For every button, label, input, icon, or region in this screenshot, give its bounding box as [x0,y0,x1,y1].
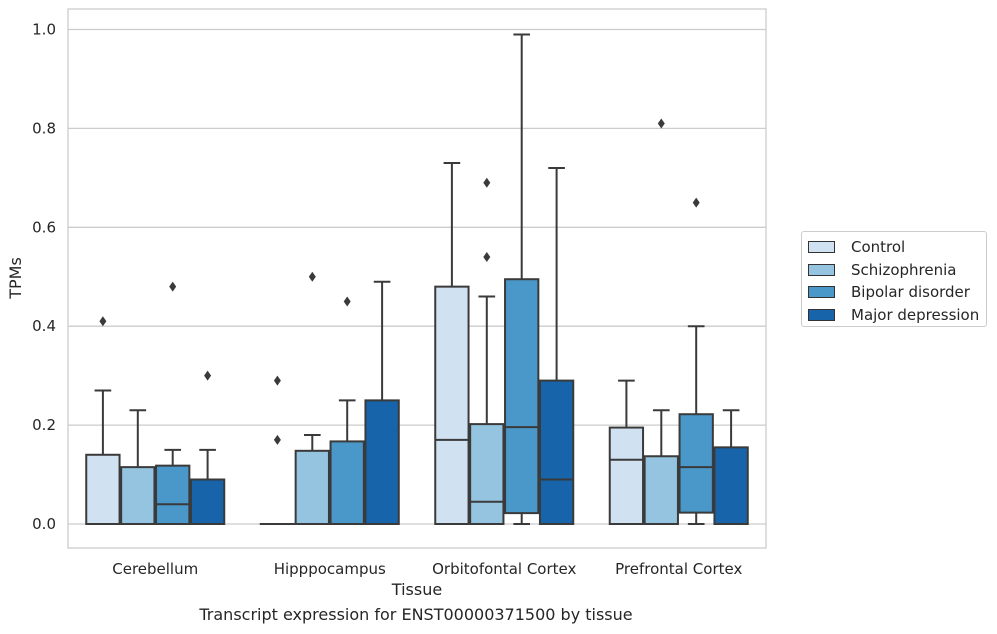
outlier-point [343,296,351,307]
box-control [85,316,121,525]
outlier-point [204,370,212,381]
box-bipolar-disorder [155,281,191,525]
iqr-box [643,455,679,526]
legend-item: Schizophrenia [808,259,986,282]
legend-swatch [808,308,835,321]
legend-item: Bipolar disorder [808,281,986,304]
x-tick-label: Cerebellum [112,560,198,578]
y-axis-label: TPMs [6,257,25,300]
legend-label: Schizophrenia [851,260,957,279]
box-bipolar-disorder [504,33,540,525]
outlier-point [99,316,107,327]
iqr-box [364,399,400,525]
box-schizophrenia [120,409,156,526]
y-tick-label: 0.6 [32,218,56,236]
box-schizophrenia [294,271,330,525]
box-major-depression [713,409,749,526]
outlier-point [692,197,700,208]
box-major-depression [364,280,400,525]
iqr-box [329,440,365,525]
outlier-point [273,434,281,445]
iqr-box [434,285,470,526]
x-axis-label: Tissue [391,580,442,599]
iqr-box [120,466,156,526]
figure-caption: Transcript expression for ENST0000037150… [199,605,633,624]
iqr-box [678,413,714,514]
outlier-point [308,271,316,282]
legend-label: Bipolar disorder [851,283,970,302]
legend-label: Major depression [851,305,980,324]
iqr-box [469,423,505,525]
legend-label: Control [851,238,906,257]
outlier-point [483,251,491,262]
outlier-point [483,177,491,188]
box-control [608,379,645,526]
legend-item: Major depression [808,304,986,327]
iqr-box [608,426,645,526]
legend-swatch [808,286,835,299]
y-tick-label: 0.4 [32,317,56,335]
x-tick-label: Prefrontal Cortex [615,560,742,578]
box-bipolar-disorder [678,197,714,525]
legend: Control Schizophrenia Bipolar disorder Majo… [801,231,987,327]
x-tick-labels: Cerebellum Hipppocampus Orbitofontal Corte… [112,560,742,578]
box-schizophrenia [469,177,505,525]
y-tick-label: 0.0 [32,515,56,533]
boxes [85,33,749,526]
iqr-box [155,464,191,525]
iqr-box [85,453,121,525]
outlier-point [273,375,281,386]
box-schizophrenia [643,118,679,526]
x-tick-label: Orbitofontal Cortex [432,560,576,578]
box-major-depression [538,166,575,525]
box-control [434,162,470,526]
box-major-depression [189,370,226,525]
iqr-box [294,449,330,525]
x-tick-label: Hipppocampus [274,560,386,578]
outlier-point [169,281,177,292]
legend-swatch [808,263,835,276]
box-bipolar-disorder [329,296,365,525]
iqr-box [504,278,540,515]
box-control [259,375,296,526]
iqr-box [713,446,749,526]
outlier-point [657,118,665,129]
y-tick-label: 1.0 [32,21,56,39]
legend-item: Control [808,236,986,259]
y-tick-label: 0.8 [32,119,56,137]
iqr-box [538,379,575,525]
y-tick-label: 0.2 [32,416,56,434]
iqr-box [189,478,226,525]
legend-swatch [808,241,835,254]
y-tick-labels: 0.0 0.2 0.4 0.6 0.8 1.0 [32,21,56,534]
